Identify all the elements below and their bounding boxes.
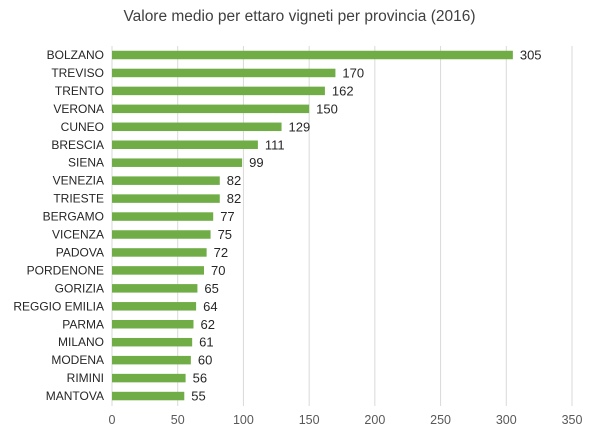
category-label: BERGAMO [43, 210, 104, 224]
category-label: BRESCIA [51, 138, 104, 152]
data-label: 72 [214, 245, 228, 260]
data-label: 60 [198, 353, 212, 368]
data-label: 162 [332, 83, 354, 98]
data-label: 82 [227, 191, 241, 206]
category-label: TRIESTE [53, 192, 104, 206]
bar [112, 320, 194, 329]
category-label: BOLZANO [47, 48, 104, 62]
data-label: 62 [200, 317, 214, 332]
data-label: 61 [199, 335, 213, 350]
category-label: MILANO [58, 335, 104, 349]
data-label: 150 [316, 101, 338, 116]
category-label: TREVISO [51, 66, 104, 80]
chart-title: Valore medio per ettaro vigneti per prov… [123, 8, 476, 25]
bar [112, 194, 220, 203]
bar [112, 50, 513, 60]
data-label: 111 [265, 137, 285, 152]
x-tick-label: 50 [171, 413, 185, 427]
bar [112, 122, 282, 132]
x-tick-label: 100 [233, 413, 254, 427]
bar [112, 158, 243, 167]
bar [112, 248, 207, 257]
bar [112, 391, 185, 401]
data-label: 99 [249, 155, 263, 170]
x-tick-label: 150 [299, 413, 320, 427]
x-tick-label: 200 [364, 413, 385, 427]
x-tick-label: 350 [562, 413, 583, 427]
category-label: VENEZIA [53, 174, 104, 188]
bar [112, 337, 193, 347]
bar [112, 302, 197, 311]
data-label: 65 [204, 281, 218, 296]
category-label: SIENA [68, 156, 104, 170]
data-label: 70 [211, 263, 225, 278]
data-label: 55 [191, 389, 205, 404]
category-label: CUNEO [61, 120, 104, 134]
category-label: VERONA [53, 102, 104, 116]
category-label: MODENA [51, 353, 104, 367]
bar [112, 284, 198, 293]
bar [112, 68, 336, 78]
data-label: 129 [289, 119, 311, 134]
category-label: GORIZIA [55, 281, 104, 295]
data-label: 64 [203, 299, 217, 314]
bar [112, 140, 258, 149]
category-label: TRENTO [55, 84, 104, 98]
bar [112, 212, 214, 221]
bar [112, 355, 191, 365]
data-label: 56 [193, 371, 207, 386]
data-label: 170 [342, 65, 364, 80]
bar [112, 230, 211, 239]
data-label: 77 [220, 209, 234, 224]
data-label: 75 [218, 227, 232, 242]
data-label: 305 [520, 48, 542, 63]
category-label: VICENZA [52, 228, 104, 242]
category-label: PORDENONE [27, 263, 104, 277]
category-label: PARMA [62, 317, 104, 331]
x-tick-label: 250 [430, 413, 451, 427]
bar [112, 373, 186, 383]
x-tick-label: 300 [496, 413, 517, 427]
bar [112, 266, 204, 275]
bar [112, 104, 310, 114]
data-label: 82 [227, 173, 241, 188]
bar [112, 176, 220, 185]
x-tick-label: 0 [109, 413, 116, 427]
category-label: RIMINI [67, 371, 104, 385]
category-label: PADOVA [56, 245, 104, 259]
category-label: MANTOVA [46, 389, 104, 403]
category-label: REGGIO EMILIA [13, 299, 104, 313]
bar [112, 86, 325, 96]
